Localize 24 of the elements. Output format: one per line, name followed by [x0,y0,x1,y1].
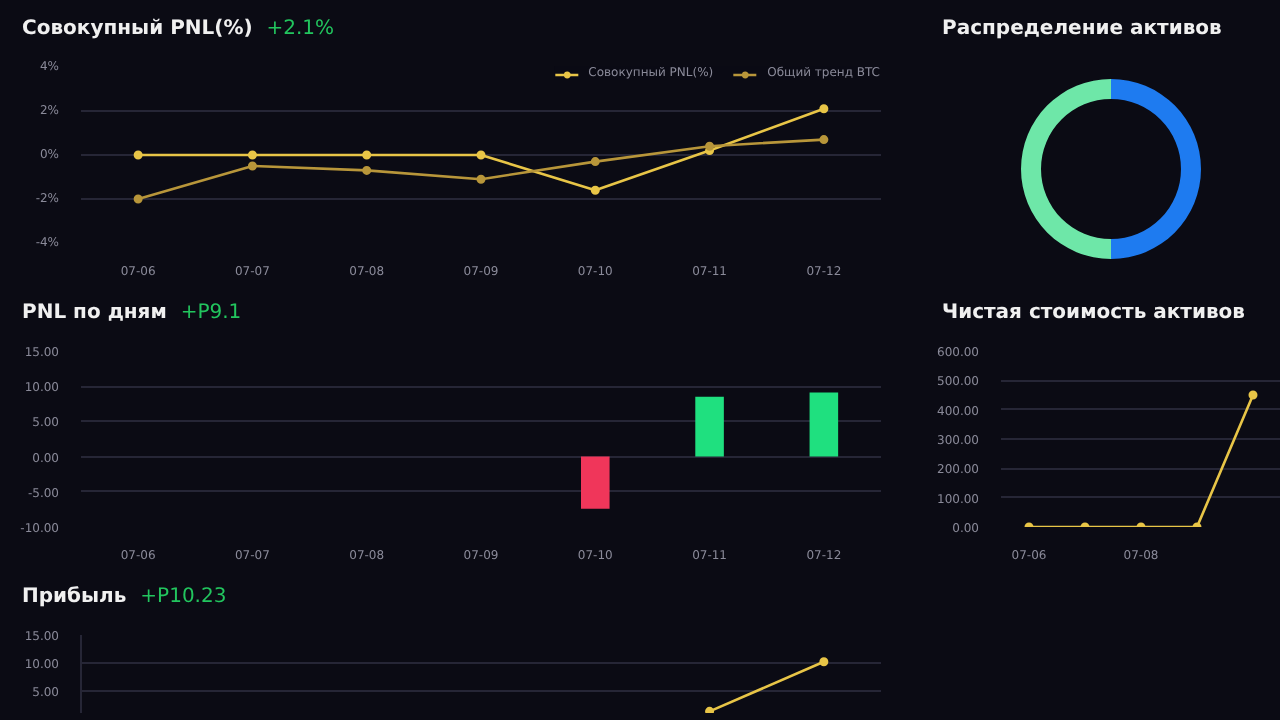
point [247,150,257,160]
point [819,135,829,145]
point [133,194,143,204]
chart-subtitle: +P9.1 [180,302,242,324]
point [590,157,600,167]
bar [809,392,839,457]
point [362,165,372,175]
point [590,185,600,195]
point [133,150,143,160]
chart-title: PNL по дням [22,302,167,324]
point [819,104,829,114]
chart-subtitle: +P10.23 [140,586,227,608]
bar [695,396,724,457]
chart-title: Совокупный PNL(%) [22,18,253,40]
point [476,174,486,184]
chart-subtitle: +2.1% [266,18,335,40]
point [362,150,372,160]
chart-title: Чистая стоимость активов [942,300,1245,328]
bar [581,456,610,509]
point [247,161,257,171]
chart-title: Распределение активов [942,16,1222,44]
point [705,141,715,151]
point [476,150,486,160]
chart-title: Прибыль [22,586,127,608]
